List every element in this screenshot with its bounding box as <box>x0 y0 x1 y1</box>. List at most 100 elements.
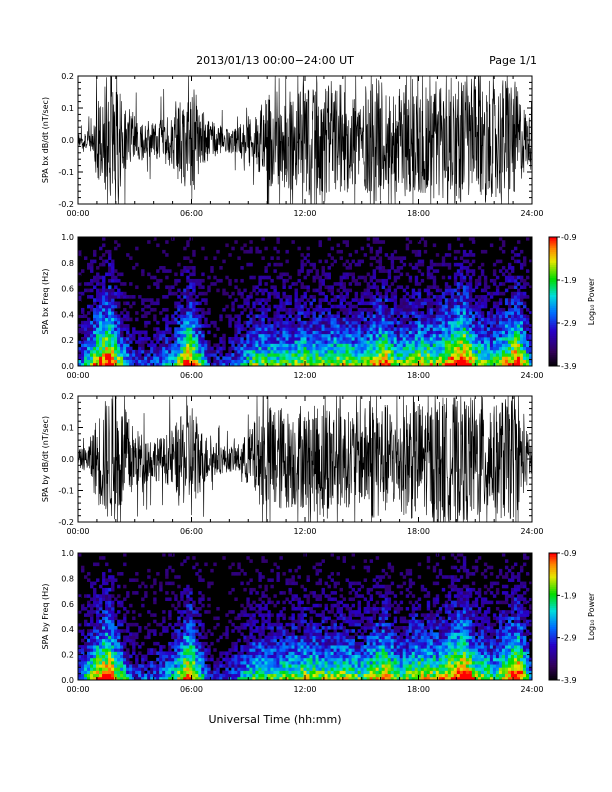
spectrogram-cell <box>465 266 470 270</box>
colorbar-swatch <box>549 262 557 266</box>
spectrogram-cell <box>168 657 172 662</box>
spectrogram-cell <box>321 353 325 357</box>
spectrogram-cell <box>339 324 343 328</box>
spectrogram-cell <box>468 307 473 312</box>
spectrogram-cell <box>429 336 434 341</box>
spectrogram-cell <box>105 594 109 598</box>
spectrogram-cell <box>153 619 157 624</box>
spectrogram-cell <box>240 610 244 614</box>
spectrogram-cell <box>132 333 136 338</box>
spectrogram-cell <box>276 333 280 338</box>
spectrogram-cell <box>405 336 410 341</box>
spectrogram-cell <box>393 353 398 357</box>
spectrogram-cell <box>384 304 389 309</box>
spectrogram-cell <box>87 654 91 659</box>
spectrogram-cell <box>444 340 449 344</box>
spectrogram-cell <box>120 654 124 659</box>
spectrogram-cell <box>288 359 292 364</box>
spectrogram-cell <box>114 667 118 671</box>
spectrogram-cell <box>240 356 244 360</box>
spectrogram-cell <box>411 349 416 354</box>
spectrogram-cell <box>273 353 277 357</box>
spectrogram-cell <box>96 606 100 611</box>
spectrogram-cell <box>432 333 437 338</box>
spectrogram-cell <box>105 638 109 643</box>
spectrogram-cell <box>189 237 193 241</box>
spectrogram-cell <box>291 240 295 244</box>
spectrogram-cell <box>174 660 178 665</box>
spectrogram-cell <box>105 314 109 319</box>
spectrogram-cell <box>324 343 328 348</box>
spectrogram-cell <box>156 622 160 627</box>
spectrogram-cell <box>102 349 106 354</box>
spectrogram-cell <box>444 356 449 360</box>
spectrogram-cell <box>423 356 428 360</box>
spectrogram-cell <box>501 317 506 322</box>
spectrogram-cell <box>111 320 115 325</box>
y-axis-label: SPA bx dB/dt (nT/sec) <box>41 97 50 183</box>
spectrogram-cell <box>198 635 202 640</box>
spectrogram-cell <box>243 320 247 325</box>
spectrogram-cell <box>264 301 268 306</box>
spectrogram-cell <box>180 362 184 367</box>
spectrogram-cell <box>144 359 148 364</box>
spectrogram-cell <box>108 600 112 605</box>
spectrogram-cell <box>195 349 199 354</box>
spectrogram-cell <box>198 346 202 351</box>
spectrogram-cell <box>84 657 88 662</box>
spectrogram-cell <box>186 594 190 598</box>
spectrogram-cell <box>111 632 115 636</box>
spectrogram-cell <box>249 275 253 280</box>
spectrogram-cell <box>246 320 250 325</box>
spectrogram-cell <box>345 311 349 315</box>
spectrogram-cell <box>471 320 476 325</box>
spectrogram-cell <box>183 333 187 338</box>
y-tick-label: 1.0 <box>61 233 74 242</box>
spectrogram-cell <box>195 343 199 348</box>
spectrogram-cell <box>144 311 148 315</box>
spectrogram-cell <box>174 278 178 283</box>
spectrogram-cell <box>510 298 515 302</box>
spectrogram-cell <box>285 346 289 351</box>
spectrogram-cell <box>246 295 250 299</box>
spectrogram-cell <box>267 275 271 280</box>
spectrogram-cell <box>522 362 527 367</box>
spectrogram-cell <box>159 622 163 627</box>
spectrogram-cell <box>435 346 440 351</box>
spectrogram-cell <box>81 568 85 573</box>
spectrogram-cell <box>144 657 148 662</box>
spectrogram-cell <box>204 648 208 652</box>
spectrogram-cell <box>459 311 464 315</box>
spectrogram-cell <box>243 343 247 348</box>
spectrogram-cell <box>147 610 151 614</box>
spectrogram-cell <box>501 356 506 360</box>
spectrogram-cell <box>474 311 479 315</box>
spectrogram-cell <box>390 343 395 348</box>
spectrogram-cell <box>195 356 199 360</box>
spectrogram-cell <box>264 266 268 270</box>
spectrogram-cell <box>156 664 160 668</box>
spectrogram-cell <box>459 275 464 280</box>
spectrogram-cell <box>168 673 172 678</box>
spectrogram-cell <box>237 340 241 344</box>
spectrogram-cell <box>510 320 515 325</box>
spectrogram-cell <box>153 353 157 357</box>
spectrogram-cell <box>111 311 115 315</box>
spectrogram-cell <box>363 253 368 257</box>
spectrogram-cell <box>168 269 172 273</box>
spectrogram-cell <box>204 664 208 668</box>
spectrogram-cell <box>234 278 238 283</box>
spectrogram-cell <box>258 362 262 367</box>
spectrogram-cell <box>375 311 380 315</box>
y-axis-label: SPA by dB/dt (nT/sec) <box>41 416 50 502</box>
spectrogram-cell <box>114 285 118 290</box>
spectrogram-cell <box>291 324 295 328</box>
spectrogram-cell <box>123 340 127 344</box>
spectrogram-cell <box>486 298 491 302</box>
spectrogram-cell <box>522 259 527 264</box>
spectrogram-cell <box>309 353 313 357</box>
spectrogram-cell <box>468 298 473 302</box>
spectrogram-cell <box>177 288 181 293</box>
spectrogram-cell <box>231 346 235 351</box>
spectrogram-cell <box>195 301 199 306</box>
